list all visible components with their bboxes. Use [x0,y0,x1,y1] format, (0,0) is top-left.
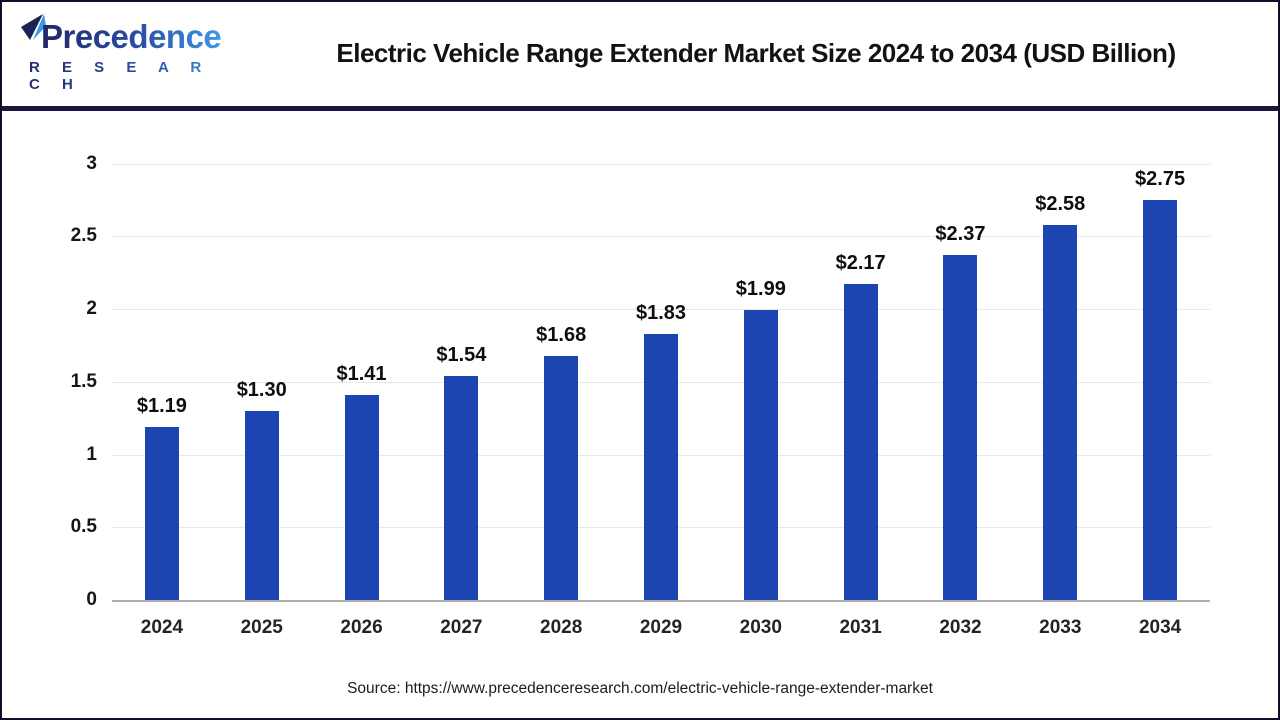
y-axis-tick-label: 0.5 [70,516,97,538]
logo-name: Precedence [41,16,222,58]
x-axis-tick-label: 2032 [939,617,982,638]
gridline [112,236,1210,238]
bar-chart: Source: https://www.precedenceresearch.c… [2,111,1278,718]
x-axis-tick-label: 2027 [440,617,483,638]
gridline [112,309,1210,310]
y-axis-tick-label: 0 [86,589,97,610]
x-axis-tick-label: 2026 [340,617,383,638]
bar-value-label: $2.17 [835,252,886,275]
bar-value-label: $2.58 [1035,192,1086,215]
x-axis-tick-label: 2030 [739,617,782,638]
bar [244,410,279,600]
bar [943,255,978,600]
precedence-leaf-icon [21,13,46,40]
y-axis-tick-label: 1.5 [70,370,97,392]
y-axis-tick-label: 1 [86,443,97,465]
bar-value-label: $1.54 [436,343,487,366]
bar-value-label: $1.68 [536,323,587,346]
x-axis-tick-label: 2028 [540,617,583,638]
header-separator [2,106,1278,111]
bar [444,375,479,600]
bar [144,426,179,600]
bar-value-label: $1.19 [136,394,187,417]
bar [644,333,678,600]
x-axis-tick-label: 2024 [140,617,184,638]
bar [344,394,379,600]
y-axis-tick-label: 2 [86,298,97,319]
x-axis-tick-label: 2029 [639,617,683,638]
x-axis-tick-label: 2034 [1138,617,1182,638]
y-axis-tick-label: 2.5 [70,225,97,247]
gridline [112,600,1210,602]
bar-value-label: $1.83 [635,301,687,324]
bar [1043,224,1078,600]
bar-value-label: $1.41 [336,362,387,385]
x-axis-tick-label: 2025 [240,617,283,638]
y-axis-tick-label: 3 [86,152,97,174]
bar-value-label: $1.30 [236,378,287,401]
bar-value-label: $1.99 [735,278,786,301]
logo-subtitle: R E S E A R C H [20,59,234,93]
source-text: Source: https://www.precedenceresearch.c… [347,680,933,697]
bar [544,355,579,600]
x-axis-tick-label: 2031 [839,617,882,638]
bar [743,310,778,600]
x-axis-tick-label: 2033 [1039,617,1082,638]
header: Precedence R E S E A R C H Electric Vehi… [2,2,1278,106]
bar [843,284,878,600]
gridline [112,163,1210,165]
precedence-logo: Precedence R E S E A R C H [2,13,234,93]
bar-value-label: $2.75 [1135,167,1186,190]
bar [1143,199,1178,600]
page-title: Electric Vehicle Range Extender Market S… [336,37,1176,68]
bar-value-label: $2.37 [935,223,986,246]
logo-wordmark-row: Precedence [20,13,234,58]
